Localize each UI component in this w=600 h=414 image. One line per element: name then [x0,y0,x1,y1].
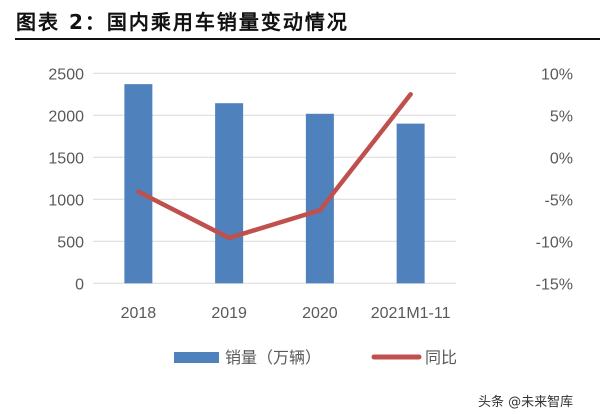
x-tick-label: 2021M1-11 [371,305,451,322]
x-tick-label: 2020 [302,305,338,322]
legend-label-sales: 销量（万辆） [225,348,321,367]
y-left-tick-label: 2000 [48,108,84,125]
y-left-tick-label: 500 [57,234,84,251]
y-left-tick-label: 2500 [48,66,84,83]
y-right-tick-label: -5% [545,192,573,209]
y-right-tick-label: -15% [536,276,573,293]
y-right-tick-label: 0% [550,150,573,167]
y-right-tick-label: 5% [550,108,573,125]
y-right-tick-label: -10% [536,234,573,251]
chart-title: 图表 2：国内乘用车销量变动情况 [16,10,349,34]
x-tick-label: 2018 [121,305,157,322]
legend-bar-swatch [174,352,219,363]
x-tick-label: 2019 [211,305,247,322]
y-right-tick-label: 10% [541,66,573,83]
title-divider [15,38,600,40]
bar [215,103,244,284]
legend: 销量（万辆） 同比 [174,348,457,367]
y-left-tick-label: 1500 [48,150,84,167]
yoy-line [136,92,413,241]
y-left-tick-label: 0 [75,276,84,293]
bar [396,123,425,284]
y-left-tick-label: 1000 [48,192,84,209]
bar [124,84,153,284]
watermark: 头条 @未来智库 [478,395,574,410]
legend-label-yoy: 同比 [425,348,457,367]
